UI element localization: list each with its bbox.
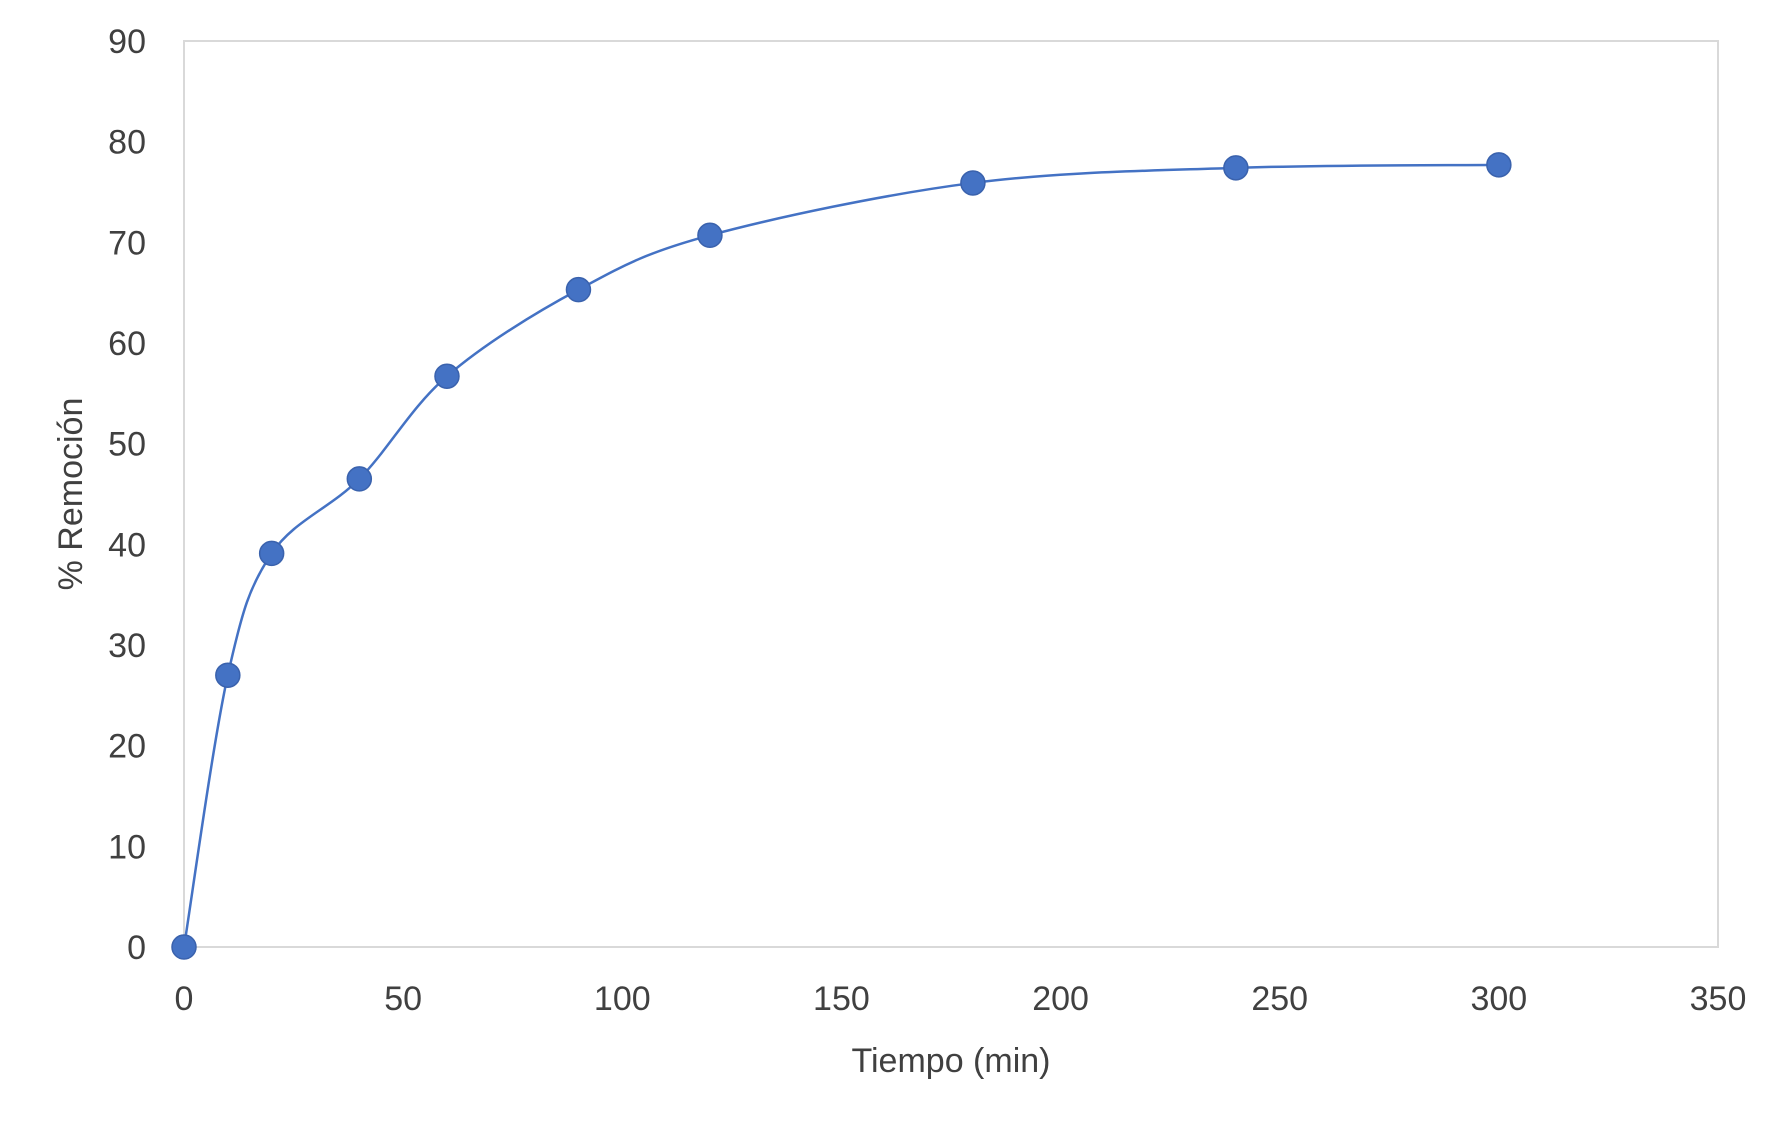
- data-point: [434, 363, 460, 389]
- y-tick-label: 0: [127, 929, 146, 967]
- y-tick-label: 50: [108, 426, 146, 464]
- x-tick-label: 350: [1690, 980, 1747, 1018]
- series-line: [182, 163, 1499, 948]
- x-tick-label: 300: [1470, 980, 1527, 1018]
- x-tick-label: 0: [175, 980, 194, 1018]
- x-tick-label: 50: [384, 980, 422, 1018]
- y-tick-label: 30: [108, 627, 146, 665]
- series-points: [171, 152, 1512, 960]
- y-tick-label: 80: [108, 124, 146, 162]
- y-axis-ticks: 0 10 20 30 40 50 60 70 80 90: [108, 23, 146, 967]
- data-point: [1223, 155, 1249, 181]
- x-tick-label: 250: [1251, 980, 1308, 1018]
- x-tick-label: 150: [813, 980, 870, 1018]
- y-axis-title: % Remoción: [52, 398, 90, 591]
- x-tick-label: 200: [1032, 980, 1089, 1018]
- data-point: [215, 662, 241, 688]
- x-axis-ticks: 0 50 100 150 200 250 300 350: [175, 980, 1747, 1018]
- y-tick-label: 10: [108, 828, 146, 866]
- data-point: [346, 466, 373, 492]
- plot-area-border: [183, 40, 1719, 948]
- y-tick-label: 20: [108, 728, 146, 766]
- data-point: [171, 934, 197, 960]
- data-point: [258, 540, 285, 567]
- y-tick-label: 60: [108, 325, 146, 363]
- y-tick-label: 70: [108, 224, 146, 262]
- data-point: [565, 276, 592, 303]
- data-point: [960, 170, 986, 196]
- y-tick-label: 90: [108, 23, 146, 61]
- x-axis-title: Tiempo (min): [852, 1042, 1051, 1080]
- x-tick-label: 100: [594, 980, 651, 1018]
- data-point: [1486, 152, 1512, 178]
- data-point: [697, 222, 723, 249]
- y-tick-label: 40: [108, 526, 146, 564]
